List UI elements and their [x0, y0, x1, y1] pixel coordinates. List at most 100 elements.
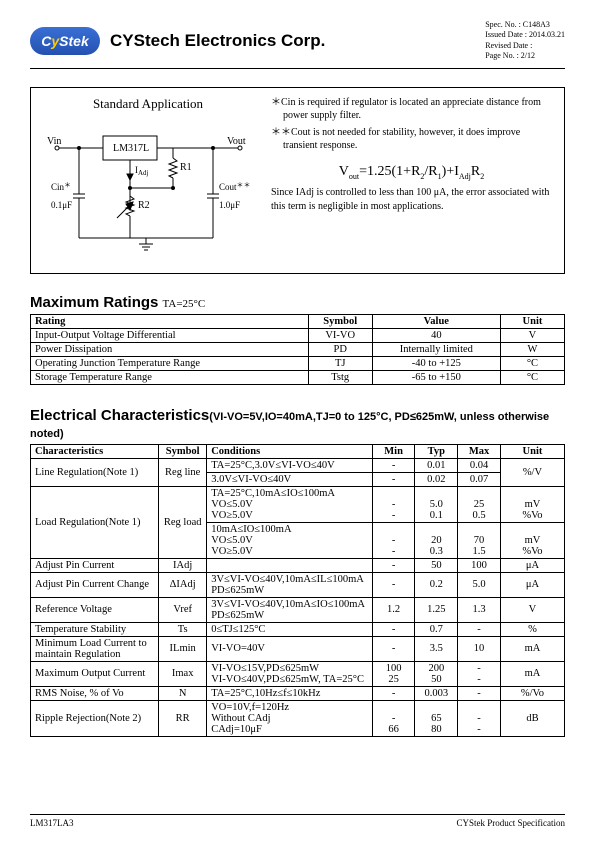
- table-cell: N: [159, 686, 207, 700]
- cin-label: Cin＊: [51, 181, 71, 192]
- table-row: RMS Noise, % of VoNTA=25°C,10Hz≤f≤10kHz-…: [31, 686, 565, 700]
- table-cell: -: [458, 686, 501, 700]
- table-cell: 1.3: [458, 597, 501, 622]
- table-cell: 0.2: [415, 572, 458, 597]
- table-cell: Ts: [159, 622, 207, 636]
- table-row: Ripple Rejection(Note 2)RRVO=10V,f=120Hz…: [31, 700, 565, 736]
- ec-h-sym: Symbol: [159, 444, 207, 458]
- table-cell: 100: [458, 558, 501, 572]
- table-cell: Power Dissipation: [31, 342, 309, 356]
- table-cell: 0.02: [415, 472, 458, 486]
- table-cell: V: [500, 328, 564, 342]
- max-ratings-table: Rating Symbol Value Unit Input-Output Vo…: [30, 314, 565, 385]
- table-cell: V: [500, 597, 564, 622]
- table-cell: 10025: [372, 661, 415, 686]
- table-cell: Adjust Pin Current Change: [31, 572, 159, 597]
- table-cell: --: [372, 486, 415, 522]
- table-row: Adjust Pin Current ChangeΔIAdj3V≤VI-VO≤4…: [31, 572, 565, 597]
- table-cell: -: [372, 458, 415, 472]
- table-cell: °C: [500, 370, 564, 384]
- table-row: Line Regulation(Note 1)Reg lineTA=25°C,3…: [31, 458, 565, 472]
- table-cell: Storage Temperature Range: [31, 370, 309, 384]
- table-cell: TA=25°C,3.0V≤VI-VO≤40V: [207, 458, 373, 472]
- chip-label: LM317L: [113, 143, 149, 154]
- table-cell: 50: [415, 558, 458, 572]
- table-cell: TJ: [308, 356, 372, 370]
- table-row: Input-Output Voltage DifferentialVI-VO40…: [31, 328, 565, 342]
- table-cell: dB: [500, 700, 564, 736]
- issued-date: 2014.03.21: [529, 30, 565, 39]
- vin-label: Vin: [47, 136, 61, 147]
- ec-h-cond: Conditions: [207, 444, 373, 458]
- table-cell: TA=25°C,10Hz≤f≤10kHz: [207, 686, 373, 700]
- table-cell: 0≤TJ≤125°C: [207, 622, 373, 636]
- table-cell: -: [372, 558, 415, 572]
- table-row: Minimum Load Current to maintain Regulat…: [31, 636, 565, 661]
- mr-h-symbol: Symbol: [308, 314, 372, 328]
- table-row: Temperature StabilityTs0≤TJ≤125°C-0.7-%: [31, 622, 565, 636]
- max-ratings-title-text: Maximum Ratings: [30, 294, 158, 311]
- logo-c: C: [41, 33, 51, 49]
- table-cell: °C: [500, 356, 564, 370]
- table-row: Load Regulation(Note 1)Reg loadTA=25°C,1…: [31, 486, 565, 522]
- table-cell: ΔIAdj: [159, 572, 207, 597]
- table-cell: VO=10V,f=120HzWithout CAdjCAdj=10μF: [207, 700, 373, 736]
- page-label: Page No. :: [485, 51, 519, 60]
- table-cell: 3V≤VI-VO≤40V,10mA≤IO≤100mAPD≤625mW: [207, 597, 373, 622]
- table-cell: Operating Junction Temperature Range: [31, 356, 309, 370]
- table-row: Storage Temperature RangeTstg-65 to +150…: [31, 370, 565, 384]
- table-cell: TA=25°C,10mA≤IO≤100mAVO≤5.0VVO≥5.0V: [207, 486, 373, 522]
- mr-h-rating: Rating: [31, 314, 309, 328]
- elec-table: Characteristics Symbol Conditions Min Ty…: [30, 444, 565, 737]
- elec-title: Electrical Characteristics(VI-VO=5V,IO=4…: [30, 407, 565, 441]
- iadj-note: Since IAdj is controlled to less than 10…: [271, 186, 552, 213]
- ec-h-typ: Typ: [415, 444, 458, 458]
- application-box: Standard Application: [30, 87, 565, 274]
- table-cell: mA: [500, 661, 564, 686]
- table-cell: 3.5: [415, 636, 458, 661]
- table-row: Operating Junction Temperature RangeTJ-4…: [31, 356, 565, 370]
- table-cell: 0.003: [415, 686, 458, 700]
- spec-box: Spec. No. : C148A3 Issued Date : 2014.03…: [485, 20, 565, 62]
- table-cell: Tstg: [308, 370, 372, 384]
- table-cell: 0.01: [415, 458, 458, 472]
- footer-right: CYStek Product Specification: [457, 818, 565, 828]
- table-cell: --: [458, 700, 501, 736]
- table-cell: Maximum Output Current: [31, 661, 159, 686]
- table-cell: -: [372, 572, 415, 597]
- revised-label: Revised Date :: [485, 41, 532, 50]
- company-name: CYStech Electronics Corp.: [110, 31, 475, 51]
- max-ratings-title: Maximum Ratings TA=25°C: [30, 294, 565, 311]
- table-cell: Internally limited: [372, 342, 500, 356]
- table-cell: -40 to +125: [372, 356, 500, 370]
- r1-label: R1: [180, 162, 192, 173]
- table-cell: -: [372, 622, 415, 636]
- table-cell: μA: [500, 572, 564, 597]
- mr-h-value: Value: [372, 314, 500, 328]
- table-cell: mV%Vo: [500, 522, 564, 558]
- table-cell: -66: [372, 700, 415, 736]
- table-cell: %/Vo: [500, 686, 564, 700]
- table-cell: 40: [372, 328, 500, 342]
- vout-formula: Vout=1.25(1+R2/R1)+IAdjR2: [271, 163, 552, 183]
- note-cout: ＊＊Cout is not needed for stability, howe…: [271, 126, 552, 153]
- table-cell: W: [500, 342, 564, 356]
- spec-no-label: Spec. No. :: [485, 20, 521, 29]
- table-cell: Line Regulation(Note 1): [31, 458, 159, 486]
- circuit-diagram: Vin Vout LM317L IAdj R1 R2 Cin＊ 0.1μF Co…: [43, 118, 253, 258]
- table-cell: VI-VO: [308, 328, 372, 342]
- table-cell: Reference Voltage: [31, 597, 159, 622]
- table-row: Reference VoltageVref3V≤VI-VO≤40V,10mA≤I…: [31, 597, 565, 622]
- table-row: Adjust Pin CurrentIAdj-50100μA: [31, 558, 565, 572]
- table-cell: RR: [159, 700, 207, 736]
- spec-no: C148A3: [523, 20, 550, 29]
- table-cell: Reg load: [159, 486, 207, 558]
- table-cell: -: [372, 686, 415, 700]
- table-cell: %/V: [500, 458, 564, 486]
- iadj-label: IAdj: [135, 165, 149, 177]
- table-cell: IAdj: [159, 558, 207, 572]
- page-no: 2/12: [521, 51, 535, 60]
- table-cell: 0.04: [458, 458, 501, 472]
- cin-val: 0.1μF: [51, 200, 72, 210]
- table-cell: Vref: [159, 597, 207, 622]
